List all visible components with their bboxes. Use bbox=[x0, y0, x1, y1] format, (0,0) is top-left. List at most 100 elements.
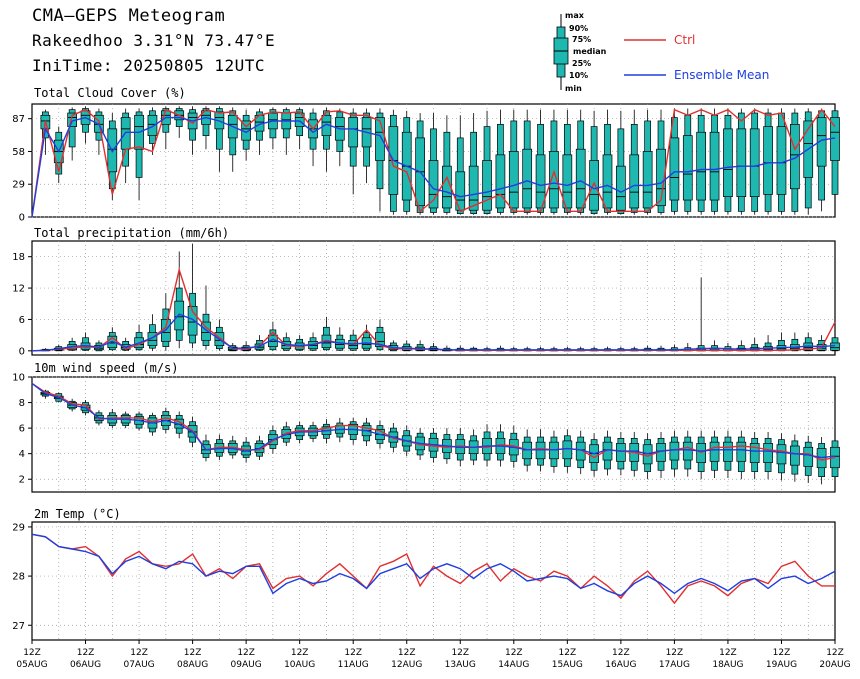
box-inner bbox=[629, 154, 640, 209]
x-tick-hour: 12Z bbox=[559, 648, 577, 658]
ensemble-mean-line bbox=[31, 116, 836, 218]
x-tick-date: 12AUG bbox=[391, 660, 422, 670]
box-inner bbox=[602, 154, 613, 209]
box-inner bbox=[669, 137, 680, 201]
box-inner bbox=[723, 441, 733, 462]
box-54 bbox=[749, 108, 760, 215]
y-tick-label: 2 bbox=[19, 475, 25, 486]
box-inner bbox=[656, 148, 666, 207]
y-tick-label: 18 bbox=[12, 252, 25, 263]
box-inner bbox=[749, 443, 760, 463]
panel-title: 2m Temp (°C) bbox=[34, 507, 121, 521]
box-inner bbox=[736, 128, 747, 198]
ctrl-line bbox=[31, 382, 836, 461]
x-tick-date: 20AUG bbox=[819, 660, 850, 670]
y-tick-label: 6 bbox=[19, 424, 25, 435]
chart-title: CMA—GEPS Meteogram bbox=[32, 6, 226, 26]
box-28 bbox=[401, 110, 412, 215]
box-39 bbox=[549, 109, 559, 215]
panel-2: 0 6 12 18 Total precipitation (mm/6h) bbox=[12, 226, 840, 357]
box-inner bbox=[789, 123, 800, 190]
panel-4: 27 28 29 2m Temp (°C) bbox=[12, 507, 836, 641]
box-inner bbox=[642, 151, 653, 209]
y-tick-label: 27 bbox=[12, 621, 25, 632]
y-tick-label: 0 bbox=[19, 346, 25, 357]
box-31 bbox=[442, 115, 452, 215]
y-tick-label: 10 bbox=[12, 373, 25, 384]
box-inner bbox=[723, 128, 733, 198]
panel-title: 10m wind speed (m/s) bbox=[34, 361, 179, 375]
x-tick-hour: 12Z bbox=[451, 648, 469, 658]
box-inner bbox=[147, 114, 158, 136]
box-49 bbox=[682, 108, 693, 215]
legend-key-25: 25% bbox=[572, 59, 592, 68]
box-44 bbox=[616, 431, 626, 476]
box-inner bbox=[187, 306, 198, 336]
box-40 bbox=[562, 429, 573, 473]
x-tick-date: 19AUG bbox=[766, 660, 797, 670]
y-tick-label: 12 bbox=[12, 284, 25, 295]
y-tick-label: 4 bbox=[19, 449, 25, 460]
box-34 bbox=[482, 110, 492, 215]
init-time-label: IniTime: 20250805 12UTC bbox=[32, 56, 266, 75]
x-tick-date: 11AUG bbox=[338, 660, 369, 670]
box-50 bbox=[696, 108, 707, 215]
box-38 bbox=[535, 109, 546, 215]
box-inner bbox=[589, 160, 599, 211]
box-57 bbox=[789, 108, 800, 215]
legend-key-max: max bbox=[565, 11, 584, 20]
y-tick-label: 6 bbox=[19, 315, 25, 326]
x-tick-hour: 12Z bbox=[237, 648, 255, 658]
legend-key-75: 75% bbox=[572, 35, 592, 44]
location-label: Rakeedhoo 3.31°N 73.47°E bbox=[32, 31, 276, 50]
box-inner bbox=[562, 440, 573, 460]
box-52 bbox=[723, 108, 733, 215]
x-tick-date: 07AUG bbox=[123, 660, 154, 670]
y-tick-label: 28 bbox=[12, 572, 25, 583]
box-58 bbox=[803, 435, 814, 484]
box-inner bbox=[482, 160, 492, 211]
x-tick-hour: 12Z bbox=[77, 648, 95, 658]
box-55 bbox=[763, 431, 773, 480]
box-52 bbox=[723, 430, 733, 478]
box-46 bbox=[642, 109, 653, 215]
box-inner bbox=[428, 160, 439, 209]
box-29 bbox=[415, 113, 425, 215]
x-tick-hour: 12Z bbox=[184, 648, 202, 658]
box-inner bbox=[763, 126, 773, 195]
box-inner bbox=[575, 148, 586, 209]
x-tick-date: 10AUG bbox=[284, 660, 315, 670]
x-tick-hour: 12Z bbox=[130, 648, 148, 658]
box-inner bbox=[749, 128, 760, 198]
x-tick-date: 08AUG bbox=[177, 660, 208, 670]
box-9 bbox=[147, 314, 158, 351]
box-54 bbox=[749, 431, 760, 480]
box-inner bbox=[375, 117, 385, 161]
panel-3: 2 4 6 8 10 10m wind speed (m/s) bbox=[12, 361, 840, 493]
panel-title: Total Cloud Cover (%) bbox=[34, 86, 186, 100]
box-53 bbox=[736, 108, 747, 215]
legend-box-glyph bbox=[553, 14, 569, 90]
box-inner bbox=[616, 165, 626, 211]
box-45 bbox=[629, 431, 640, 477]
box-36 bbox=[508, 109, 519, 215]
legend-key-90: 90% bbox=[569, 24, 589, 33]
ctrl-line bbox=[31, 533, 835, 605]
box-30 bbox=[428, 113, 439, 215]
box-inner bbox=[776, 444, 787, 465]
x-tick-date: 18AUG bbox=[712, 660, 743, 670]
box-inner bbox=[709, 131, 720, 201]
legend-mean-label: Ensemble Mean bbox=[674, 68, 770, 82]
x-tick-hour: 12Z bbox=[612, 648, 630, 658]
box-inner bbox=[294, 112, 305, 127]
x-tick-date: 06AUG bbox=[70, 660, 101, 670]
box-inner bbox=[549, 151, 559, 209]
x-tick-hour: 12Z bbox=[719, 648, 737, 658]
legend-key-min: min bbox=[565, 84, 582, 93]
legend-ctrl-label: Ctrl bbox=[674, 33, 696, 47]
ensemble-mean-line bbox=[31, 533, 836, 597]
y-tick-label: 87 bbox=[12, 114, 25, 125]
box-inner bbox=[495, 154, 506, 209]
y-tick-label: 29 bbox=[12, 180, 25, 191]
x-tick-date: 13AUG bbox=[445, 660, 476, 670]
